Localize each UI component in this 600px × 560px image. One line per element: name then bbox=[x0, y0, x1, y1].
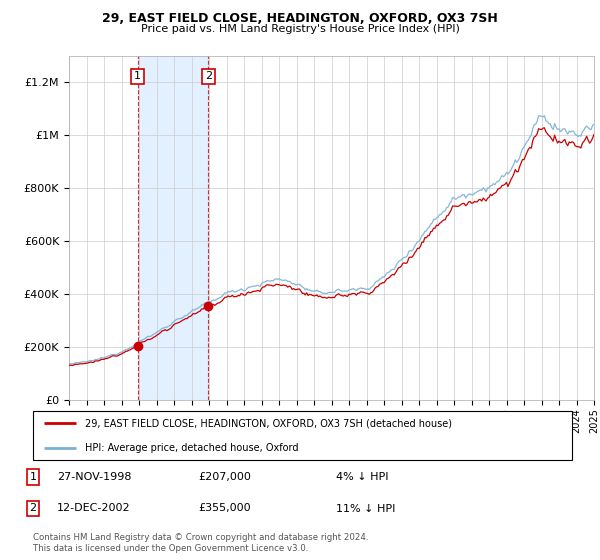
Text: 29, EAST FIELD CLOSE, HEADINGTON, OXFORD, OX3 7SH (detached house): 29, EAST FIELD CLOSE, HEADINGTON, OXFORD… bbox=[85, 418, 452, 428]
Text: 12-DEC-2002: 12-DEC-2002 bbox=[57, 503, 131, 514]
Text: 1: 1 bbox=[134, 72, 141, 82]
FancyBboxPatch shape bbox=[33, 411, 572, 460]
Text: 27-NOV-1998: 27-NOV-1998 bbox=[57, 472, 131, 482]
Text: 29, EAST FIELD CLOSE, HEADINGTON, OXFORD, OX3 7SH: 29, EAST FIELD CLOSE, HEADINGTON, OXFORD… bbox=[102, 12, 498, 25]
Text: 1: 1 bbox=[29, 472, 37, 482]
Text: 4% ↓ HPI: 4% ↓ HPI bbox=[336, 472, 389, 482]
Text: HPI: Average price, detached house, Oxford: HPI: Average price, detached house, Oxfo… bbox=[85, 442, 298, 452]
Text: Contains HM Land Registry data © Crown copyright and database right 2024.
This d: Contains HM Land Registry data © Crown c… bbox=[33, 533, 368, 553]
Text: 2: 2 bbox=[29, 503, 37, 514]
Text: £355,000: £355,000 bbox=[198, 503, 251, 514]
Text: 2: 2 bbox=[205, 72, 212, 82]
Text: 11% ↓ HPI: 11% ↓ HPI bbox=[336, 503, 395, 514]
Text: £207,000: £207,000 bbox=[198, 472, 251, 482]
Bar bbox=[137, 56, 208, 400]
Text: Price paid vs. HM Land Registry's House Price Index (HPI): Price paid vs. HM Land Registry's House … bbox=[140, 24, 460, 34]
